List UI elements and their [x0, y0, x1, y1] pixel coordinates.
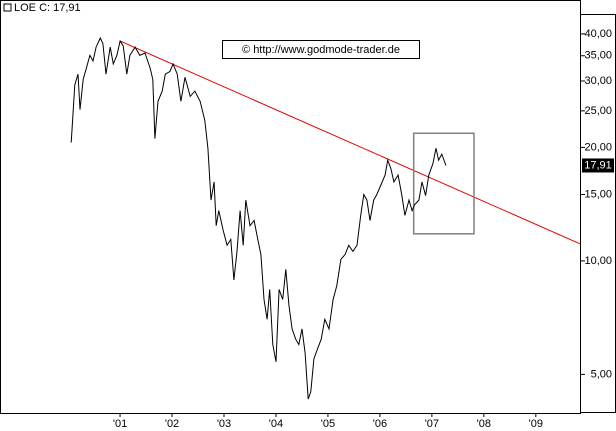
x-tick-label: '08 — [477, 418, 491, 430]
watermark: © http://www.godmode-trader.de — [242, 44, 400, 56]
y-tick-label: 25,00 — [584, 105, 612, 117]
last-price-box — [582, 158, 614, 173]
legend-icon — [3, 3, 12, 12]
x-tick-label: '04 — [269, 418, 283, 430]
y-tick-label: 20,00 — [584, 141, 612, 153]
x-tick-label: '03 — [217, 418, 231, 430]
y-tick-label: 5,00 — [591, 368, 612, 380]
price-line — [70, 36, 447, 400]
y-tick-label: 15,00 — [584, 188, 612, 200]
highlight-box — [412, 132, 475, 235]
y-tick-label: 40,00 — [584, 28, 612, 40]
watermark-box — [222, 40, 420, 59]
trendline — [119, 40, 581, 245]
y-tick-label: 30,00 — [584, 75, 612, 87]
x-tick-label: '09 — [529, 418, 543, 430]
x-tick-label: '01 — [113, 418, 127, 430]
legend-label: LOE C: 17,91 — [14, 2, 81, 14]
y-tick-label: 10,00 — [584, 255, 612, 267]
x-tick-label: '06 — [373, 418, 387, 430]
last-price-label: 17,91 — [584, 159, 612, 171]
y-tick-label: 35,00 — [584, 50, 612, 62]
x-tick-label: '05 — [321, 418, 335, 430]
x-tick-label: '07 — [425, 418, 439, 430]
x-tick-label: '02 — [165, 418, 179, 430]
